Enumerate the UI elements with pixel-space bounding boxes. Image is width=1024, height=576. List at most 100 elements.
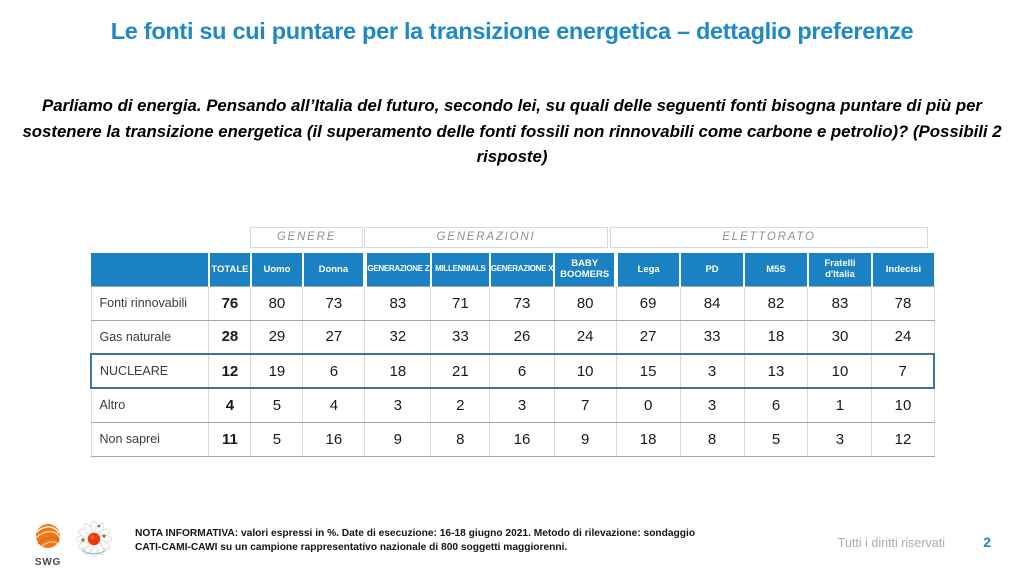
daisy-logo: [74, 520, 114, 565]
value-cell: 16: [302, 422, 365, 457]
value-cell: 24: [871, 320, 935, 355]
table-row-fonti-rinnovabili: Fonti rinnovabili 76 80 73 83 71 73 80 69 84 82 83 7…: [90, 286, 935, 321]
value-cell: 19: [250, 353, 303, 389]
value-cell: 10: [807, 353, 872, 389]
value-cell: 10: [553, 353, 617, 389]
note-label: NOTA INFORMATIVA: [135, 528, 235, 539]
value-cell: 8: [430, 422, 490, 457]
value-cell: 0: [615, 388, 681, 423]
row-label: Fonti rinnovabili: [90, 286, 209, 321]
value-cell: 80: [250, 286, 303, 321]
col-header-donna: Donna: [301, 253, 365, 287]
value-cell: 7: [553, 388, 617, 423]
value-cell: 15: [615, 353, 681, 389]
row-label: Non saprei: [90, 422, 209, 457]
swg-logo-text: SWG: [34, 557, 62, 568]
row-label: Altro: [90, 388, 209, 423]
value-cell: 21: [430, 353, 490, 389]
value-cell: 6: [743, 388, 808, 423]
daisy-flower-icon: [75, 520, 113, 558]
value-cell: 18: [615, 422, 681, 457]
value-cell: 76: [208, 286, 251, 321]
value-cell: 12: [871, 422, 935, 457]
results-table-section: GENERE GENERAZIONI ELETTORATO TOTALE Uomo…: [90, 227, 936, 457]
row-label: Gas naturale: [90, 320, 209, 355]
value-cell: 4: [302, 388, 365, 423]
value-cell: 3: [489, 388, 555, 423]
informative-note: NOTA INFORMATIVA: valori espressi in %. …: [135, 527, 705, 556]
col-header-m5s: M5S: [743, 253, 808, 287]
value-cell: 5: [250, 422, 303, 457]
value-cell: 69: [615, 286, 681, 321]
value-cell: 9: [364, 422, 431, 457]
survey-question: Parliamo di energia. Pensando all’Italia…: [22, 96, 1002, 167]
value-cell: 32: [364, 320, 431, 355]
page-title: Le fonti su cui puntare per la transizio…: [110, 18, 914, 44]
value-cell: 18: [743, 320, 808, 355]
column-group-elettorato: ELETTORATO: [610, 227, 928, 248]
note-body: : valori espressi in %. Date di esecuzio…: [135, 528, 696, 554]
results-table: TOTALE Uomo Donna GENERAZIONE Z MILLENNIALS G…: [90, 253, 936, 457]
value-cell: 83: [364, 286, 431, 321]
value-cell: 3: [807, 422, 872, 457]
col-header-generazione-x: GENERAZIONE X: [488, 253, 555, 287]
table-row-gas-naturale: Gas naturale 28 29 27 32 33 26 24 27 33 18 30 24: [90, 320, 935, 355]
col-header-pd: PD: [679, 253, 745, 287]
table-header-row: TOTALE Uomo Donna GENERAZIONE Z MILLENNIALS G…: [91, 253, 934, 287]
col-header-uomo: Uomo: [249, 253, 303, 287]
value-cell: 7: [871, 353, 936, 389]
value-cell: 27: [302, 320, 365, 355]
value-cell: 11: [208, 422, 251, 457]
col-header-lega: Lega: [614, 253, 681, 287]
value-cell: 28: [208, 320, 251, 355]
value-cell: 80: [553, 286, 617, 321]
value-cell: 29: [250, 320, 303, 355]
value-cell: 5: [743, 422, 808, 457]
value-cell: 8: [679, 422, 745, 457]
page-number: 2: [983, 534, 991, 550]
column-group-genere: GENERE: [250, 227, 363, 248]
value-cell: 1: [807, 388, 872, 423]
value-cell: 9: [553, 422, 617, 457]
value-cell: 3: [364, 388, 431, 423]
table-row-non-saprei: Non saprei 11 5 16 9 8 16 9 18 8 5 3 12: [90, 422, 935, 457]
value-cell: 3: [679, 353, 745, 389]
value-cell: 6: [302, 353, 365, 389]
value-cell: 73: [302, 286, 365, 321]
value-cell: 27: [615, 320, 681, 355]
value-cell: 10: [871, 388, 935, 423]
col-header-fratelli-d-italia: Fratelli d'Italia: [806, 253, 872, 287]
table-corner-cell: [91, 253, 209, 287]
value-cell: 18: [364, 353, 431, 389]
col-header-baby-boomers: BABY BOOMERS: [553, 253, 617, 287]
value-cell: 30: [807, 320, 872, 355]
row-label: NUCLEARE: [90, 353, 209, 389]
value-cell: 26: [489, 320, 555, 355]
rights-reserved-text: Tutti i diritti riservati: [837, 536, 945, 550]
value-cell: 33: [430, 320, 490, 355]
col-header-indecisi: Indecisi: [870, 253, 934, 287]
value-cell: 82: [743, 286, 808, 321]
swg-logo: SWG: [27, 523, 69, 568]
value-cell: 84: [679, 286, 745, 321]
value-cell: 6: [489, 353, 555, 389]
col-header-totale: TOTALE: [207, 253, 251, 287]
col-header-millennials: MILLENNIALS: [429, 253, 490, 287]
column-group-generazioni: GENERAZIONI: [364, 227, 608, 248]
value-cell: 73: [489, 286, 555, 321]
value-cell: 83: [807, 286, 872, 321]
value-cell: 4: [208, 388, 251, 423]
table-row-altro: Altro 4 5 4 3 2 3 7 0 3 6 1 10: [90, 388, 935, 423]
value-cell: 33: [679, 320, 745, 355]
value-cell: 13: [743, 353, 808, 389]
value-cell: 12: [208, 353, 251, 389]
value-cell: 71: [430, 286, 490, 321]
value-cell: 24: [553, 320, 617, 355]
value-cell: 5: [250, 388, 303, 423]
col-header-generazione-z: GENERAZIONE Z: [362, 253, 431, 287]
table-row-nucleare: NUCLEARE 12 19 6 18 21 6 10 15 3 13 10 7: [90, 353, 936, 389]
value-cell: 16: [489, 422, 555, 457]
swg-globe-icon: [35, 524, 61, 548]
value-cell: 2: [430, 388, 490, 423]
